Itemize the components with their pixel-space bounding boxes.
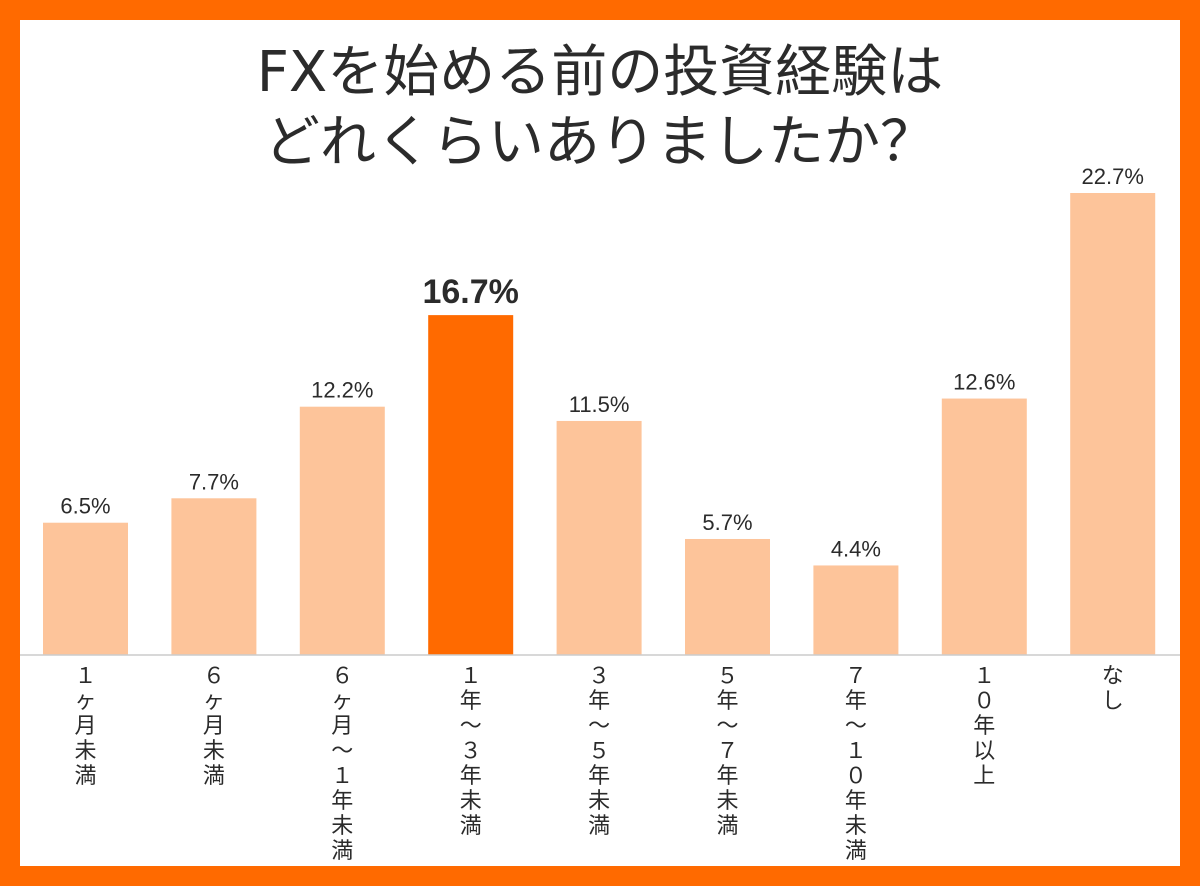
bar-4 xyxy=(428,315,514,655)
chart-title: FXを始める前の投資経験は どれくらいありましたか？ xyxy=(20,38,1180,178)
value-label-1: 6.5% xyxy=(60,494,110,519)
category-label-4: １年〜３年未満 xyxy=(460,664,482,839)
value-label-8: 12.6% xyxy=(953,370,1015,395)
category-label-2: ６ヶ月未満 xyxy=(203,664,225,789)
category-label-7: ７年〜１０年未満 xyxy=(845,664,867,864)
value-label-3: 12.2% xyxy=(311,378,373,403)
bar-5 xyxy=(556,420,642,655)
bar-2 xyxy=(171,498,257,655)
bar-6 xyxy=(685,538,770,655)
value-label-6: 5.7% xyxy=(702,510,752,535)
value-label-7: 4.4% xyxy=(831,536,881,561)
category-label-5: ３年〜５年未満 xyxy=(588,664,610,839)
category-label-1: １ヶ月未満 xyxy=(74,664,96,789)
bar-1 xyxy=(43,522,128,655)
category-label-6: ５年〜７年未満 xyxy=(716,664,738,839)
value-label-9: 22.7% xyxy=(1082,164,1144,189)
value-label-2: 7.7% xyxy=(189,469,239,494)
chart-title-line-1: FXを始める前の投資経験は xyxy=(256,40,944,105)
chart-title-line-2: どれくらいありましたか？ xyxy=(264,110,936,175)
category-label-3: ６ヶ月〜１年未満 xyxy=(331,664,353,864)
chart-frame: FXを始める前の投資経験は どれくらいありましたか？ 6.5% １ヶ月未満 7.7%… xyxy=(20,20,1180,866)
bar-9 xyxy=(1070,193,1156,655)
value-label-4: 16.7% xyxy=(422,273,518,311)
category-label-8: １０年以上 xyxy=(973,664,995,789)
bar-8 xyxy=(941,398,1027,655)
bar-3 xyxy=(299,406,385,655)
category-label-9: なし xyxy=(1102,664,1124,714)
value-label-5: 11.5% xyxy=(569,392,630,417)
bar-chart: 6.5% １ヶ月未満 7.7% ６ヶ月未満 12.2% ６ヶ月〜１年未満 16.7% １年〜３… xyxy=(20,164,1180,864)
bar-7 xyxy=(813,565,899,655)
